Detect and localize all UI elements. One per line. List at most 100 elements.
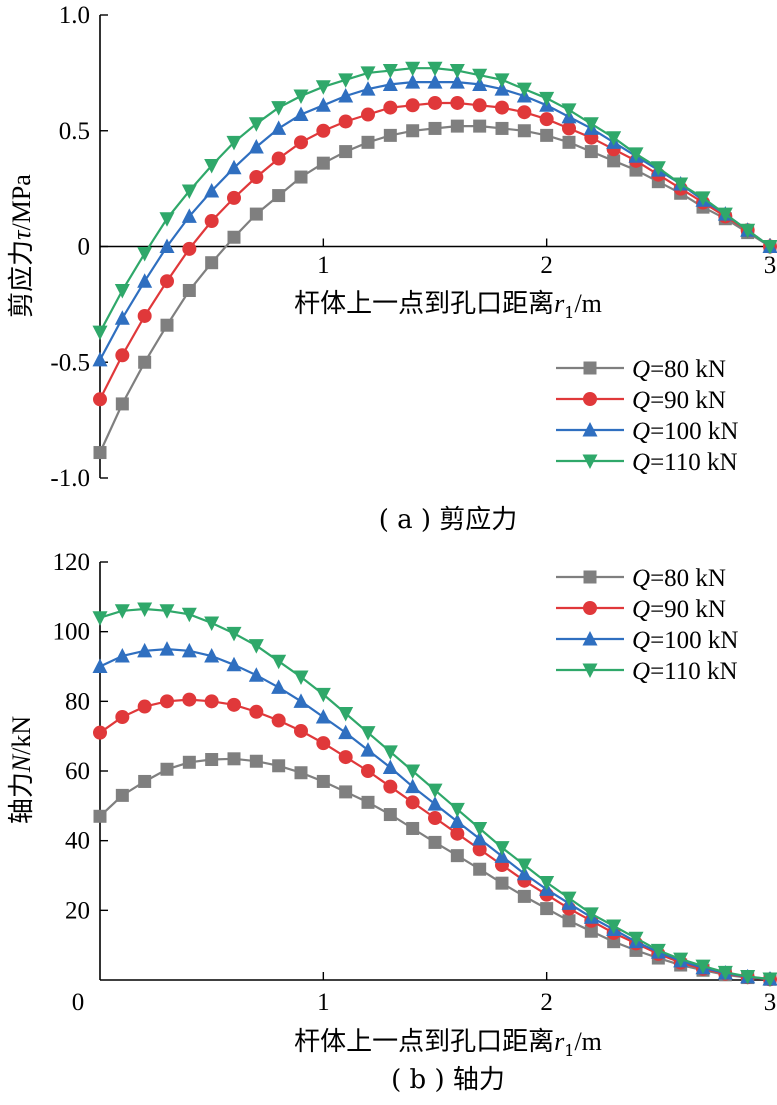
data-point xyxy=(205,753,219,767)
data-point xyxy=(182,755,196,769)
legend: Q=80 kN Q=90 kN Q=100 kN Q=110 kN xyxy=(556,356,738,476)
data-point xyxy=(717,207,733,223)
data-point xyxy=(160,694,174,709)
data-point xyxy=(360,726,376,741)
data-point xyxy=(382,76,398,91)
y-axis-label: 轴力N/kN xyxy=(7,716,37,825)
data-point xyxy=(227,752,241,766)
data-point xyxy=(695,959,711,975)
data-point xyxy=(92,325,108,341)
data-point xyxy=(540,902,554,916)
y-tick-label: 0.5 xyxy=(59,118,90,145)
data-point xyxy=(450,95,465,110)
data-point xyxy=(248,138,264,154)
data-point xyxy=(160,318,174,332)
data-point xyxy=(182,283,196,297)
data-point xyxy=(450,849,464,863)
data-point xyxy=(360,742,376,757)
data-point xyxy=(339,785,353,799)
data-point xyxy=(695,191,711,206)
data-point xyxy=(450,826,465,841)
data-point xyxy=(93,809,107,823)
data-point xyxy=(584,924,598,938)
legend-marker xyxy=(582,422,598,437)
legend-marker xyxy=(582,631,598,646)
data-point xyxy=(427,796,443,811)
data-point xyxy=(449,802,465,818)
y-axis-label: 剪应力τ/MPa xyxy=(7,174,37,318)
data-point xyxy=(226,159,242,175)
data-point xyxy=(338,724,354,740)
data-point xyxy=(405,74,421,89)
data-point xyxy=(92,658,108,673)
chart-axial-force: 20 40 60 80 100 120 0 1 2 3 杆体上一点到孔口距离r1/m 轴力N/kN ( … xyxy=(7,549,777,1095)
data-point xyxy=(517,124,531,138)
data-point xyxy=(449,64,465,79)
legend-label: Q=110 kN xyxy=(632,449,738,476)
data-point xyxy=(561,891,577,907)
x-axis-label: 杆体上一点到孔口距离r1/m xyxy=(294,1027,602,1060)
series-Q110 xyxy=(92,61,777,341)
data-point xyxy=(271,713,286,728)
x-tick-label: 1 xyxy=(317,252,330,279)
data-point xyxy=(114,283,130,299)
data-point xyxy=(271,679,287,694)
data-point xyxy=(137,273,153,288)
data-point xyxy=(138,355,152,369)
data-point xyxy=(159,641,175,656)
data-point xyxy=(495,100,509,115)
data-point xyxy=(159,238,175,253)
data-point xyxy=(271,101,287,116)
data-point xyxy=(382,759,398,775)
data-point xyxy=(762,240,777,255)
data-point xyxy=(294,170,308,184)
data-point xyxy=(114,310,130,325)
data-point xyxy=(315,709,331,724)
legend-marker xyxy=(583,392,597,406)
data-point xyxy=(562,914,576,928)
data-point xyxy=(93,392,107,407)
y-tick-label: -0.5 xyxy=(50,349,90,376)
data-point xyxy=(472,98,487,113)
data-point xyxy=(405,61,421,77)
data-point xyxy=(360,66,376,81)
data-point xyxy=(539,875,555,891)
data-point xyxy=(427,61,443,77)
data-point xyxy=(226,135,242,151)
x-axis-label: 杆体上一点到孔口距离r1/m xyxy=(294,289,602,322)
data-point xyxy=(427,74,443,89)
series-line xyxy=(99,101,771,400)
y-tick-label: 60 xyxy=(65,758,90,785)
x-tick-label: 1 xyxy=(317,989,330,1016)
legend-marker xyxy=(582,663,598,678)
data-point xyxy=(227,230,241,244)
data-point xyxy=(316,736,331,751)
data-point xyxy=(204,182,220,198)
data-point xyxy=(159,212,175,227)
data-point xyxy=(361,107,375,122)
data-point xyxy=(271,120,287,135)
data-point xyxy=(227,190,241,205)
legend-label: Q=80 kN xyxy=(632,565,726,592)
data-point xyxy=(93,725,107,740)
data-point xyxy=(762,972,777,987)
data-point xyxy=(740,970,756,985)
data-point xyxy=(249,754,263,768)
legend-marker xyxy=(583,570,597,584)
data-point xyxy=(717,965,733,981)
legend-label: Q=100 kN xyxy=(632,627,738,654)
data-point xyxy=(406,124,420,138)
data-point xyxy=(114,604,130,619)
data-point xyxy=(650,161,666,176)
series-Q100 xyxy=(92,74,777,367)
data-point xyxy=(115,348,130,363)
data-point xyxy=(361,764,375,778)
data-point xyxy=(204,694,219,709)
data-point xyxy=(293,106,309,122)
legend-marker xyxy=(583,601,597,615)
legend-marker xyxy=(582,454,598,469)
data-point xyxy=(248,117,264,132)
chart-caption: ( b ) 轴力 xyxy=(391,1065,505,1095)
data-point xyxy=(293,693,309,708)
data-point xyxy=(181,642,197,658)
